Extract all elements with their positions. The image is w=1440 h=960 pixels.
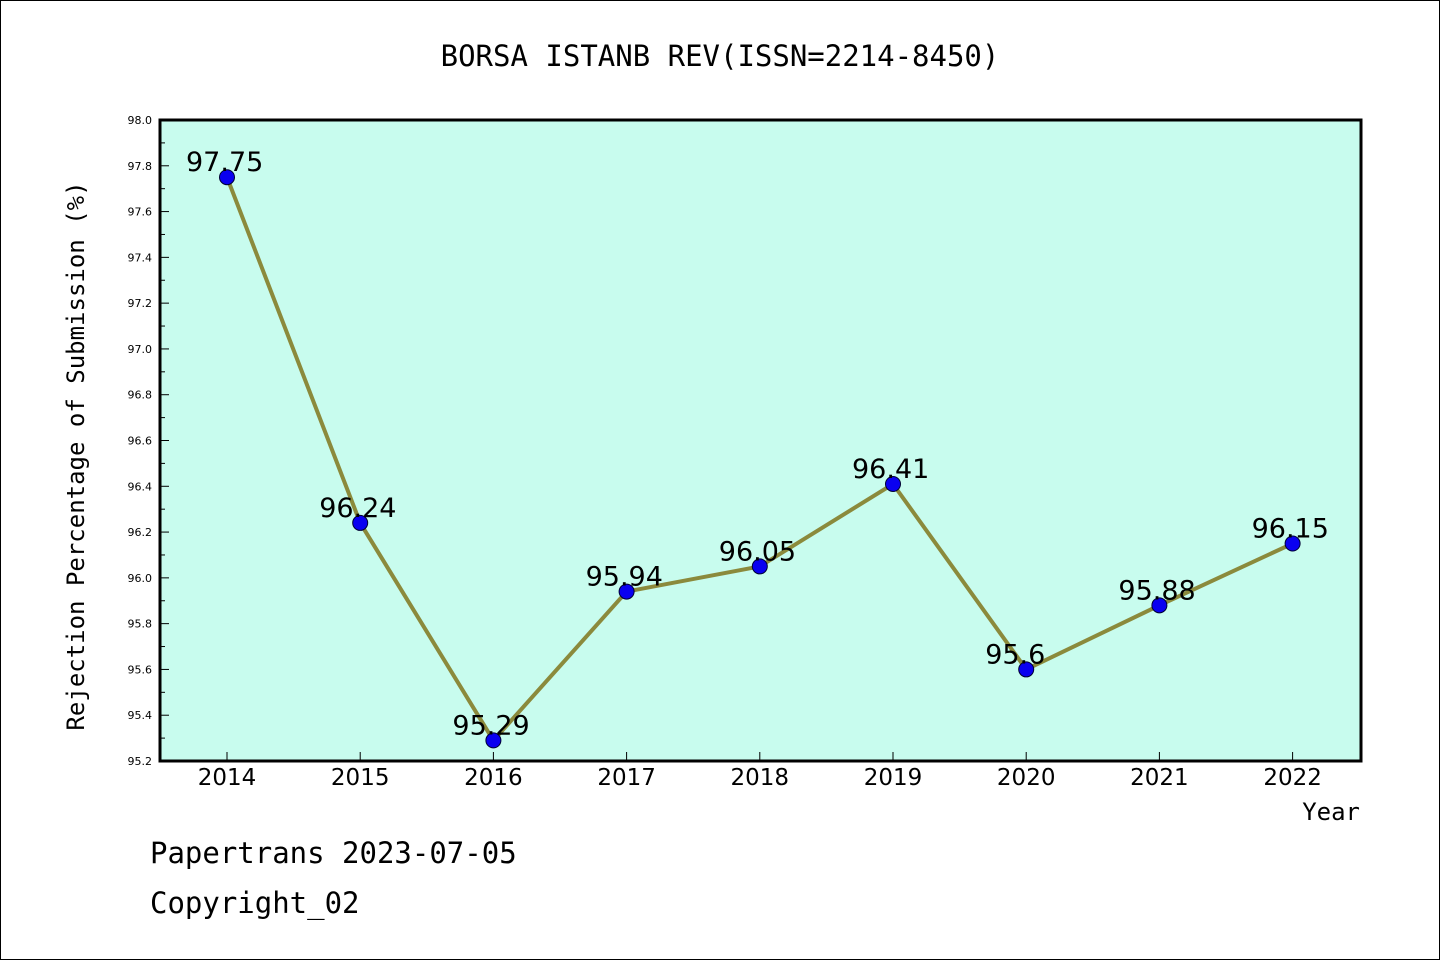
- data-labels: 97.75 96.24 95.29 95.94 96.05 96.41 95.6 95.88 9…: [186, 147, 1329, 741]
- data-point: [1151, 597, 1168, 614]
- footer-date: Papertrans 2023-07-05: [150, 836, 517, 870]
- data-label: 96.41: [852, 454, 929, 485]
- data-point: [751, 558, 768, 575]
- data-label: 96.05: [719, 536, 796, 567]
- plot-border: [158, 118, 1363, 763]
- x-tick-label: 2018: [731, 765, 790, 791]
- x-tick-label: 2017: [597, 765, 656, 791]
- y-tick-label: 98.0: [128, 114, 153, 127]
- data-label: 96.24: [319, 493, 396, 524]
- y-tick-label: 97.0: [128, 343, 153, 356]
- data-label: 96.15: [1252, 514, 1329, 545]
- y-tick-label: 96.2: [128, 526, 153, 539]
- data-point: [219, 169, 235, 186]
- y-tick-label: 95.4: [128, 709, 153, 722]
- x-tick-label: 2019: [864, 765, 923, 791]
- footer-copyright: Copyright_02: [150, 886, 360, 920]
- data-label: 95.6: [985, 639, 1045, 670]
- data-point: [1284, 535, 1301, 552]
- data-label: 95.88: [1118, 575, 1195, 606]
- y-tick-label: 97.8: [128, 160, 153, 173]
- x-tick-label: 2022: [1263, 765, 1322, 791]
- data-point: [352, 514, 369, 531]
- x-tick-label: 2015: [331, 765, 390, 791]
- y-axis-label: Rejection Percentage of Submission (%): [62, 181, 90, 730]
- y-tick-label: 96.6: [128, 435, 153, 448]
- data-markers: [219, 169, 1301, 749]
- y-tick-label: 95.2: [128, 755, 153, 768]
- x-tick-label: 2014: [198, 765, 257, 791]
- x-axis-label: Year: [1302, 798, 1360, 826]
- data-label: 97.75: [186, 147, 263, 178]
- y-tick-label: 97.4: [128, 251, 153, 264]
- y-tick-label: 97.2: [128, 297, 153, 310]
- y-tick-label: 96.4: [128, 480, 153, 493]
- chart-title: BORSA ISTANB REV(ISSN=2214-8450): [441, 39, 1000, 73]
- y-tick-label: 95.8: [128, 618, 153, 631]
- y-tick-label: 96.8: [128, 389, 153, 402]
- data-label: 95.94: [586, 562, 663, 593]
- y-tick-label: 97.6: [128, 206, 153, 219]
- data-point: [618, 583, 635, 600]
- data-point: [485, 732, 502, 749]
- x-tick-label: 2020: [997, 765, 1056, 791]
- data-label: 95.29: [452, 710, 529, 741]
- x-tick-label: 2021: [1130, 765, 1189, 791]
- plot-area: [160, 120, 1361, 761]
- y-tick-label: 96.0: [128, 572, 153, 585]
- data-point: [1018, 661, 1035, 678]
- x-axis: 2014 2015 2016 2017 2018 2019 2020 2021 2022: [198, 752, 1322, 791]
- x-tick-label: 2016: [464, 765, 523, 791]
- data-point: [885, 475, 901, 492]
- y-tick-label: 95.6: [128, 663, 153, 676]
